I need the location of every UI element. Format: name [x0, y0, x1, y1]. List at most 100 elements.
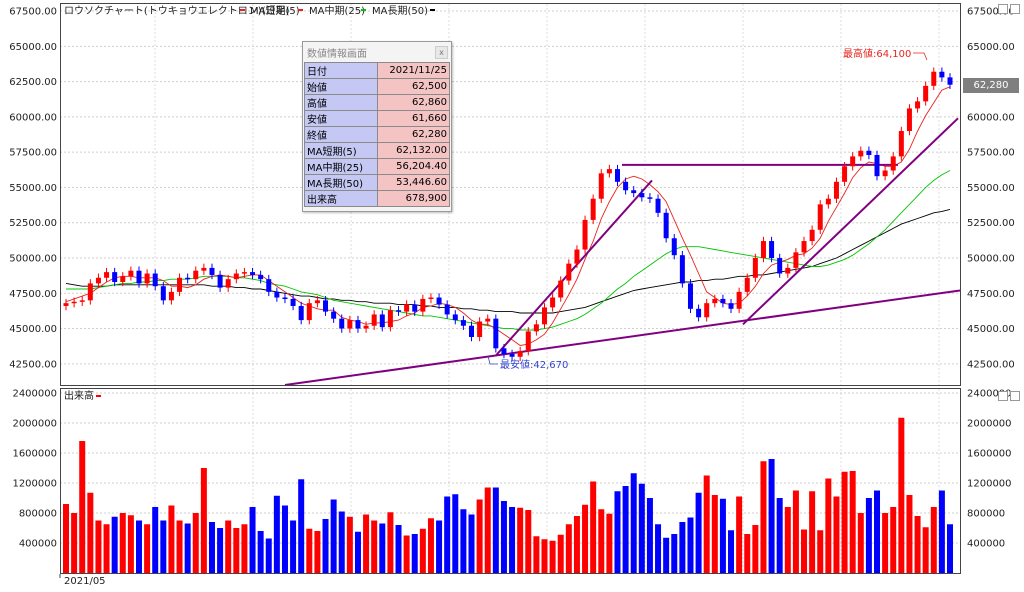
info-window-close-button[interactable]: x [435, 45, 448, 59]
candle-body [217, 274, 223, 288]
ma5-line [65, 86, 951, 346]
candle-body [177, 277, 183, 292]
candle-body [136, 270, 142, 284]
volume-bar [233, 528, 240, 573]
volume-bar [281, 505, 288, 573]
candle-body [347, 320, 353, 329]
info-row: 安値 61,660 [304, 110, 450, 127]
candle-body [168, 291, 174, 301]
candle-body [931, 71, 937, 86]
candle-body [655, 198, 661, 213]
info-key: MA中期(25) [304, 158, 378, 175]
candle-body [866, 150, 872, 155]
value-info-window[interactable]: 数値情報画面 x 日付 2021/11/25 始値 62,500 高値 62,860 安値 6… [302, 41, 452, 212]
candle-body [631, 190, 637, 194]
price-legend: ロウソクチャート(トウキョウエレクトロン)(日足) MA短期(5) MA中期(2… [64, 4, 435, 17]
volume-pane-frame [60, 388, 961, 574]
info-row: 出来高 678,900 [304, 190, 450, 207]
volume-bar [492, 487, 499, 573]
candle-body [112, 272, 118, 282]
candle-body [785, 267, 791, 274]
volume-bar [703, 475, 710, 573]
volume-pane-close-button[interactable] [1010, 391, 1020, 401]
info-key: 高値 [304, 94, 378, 111]
volume-bar [849, 471, 856, 573]
candle-body [623, 181, 629, 191]
volume-bar [176, 520, 183, 573]
info-window-header[interactable]: 数値情報画面 x [303, 42, 451, 62]
price-tick-left: 55000.00 [9, 183, 57, 194]
legend-ma25-swatch [298, 9, 303, 11]
candle-body [614, 169, 620, 182]
volume-bar [217, 528, 224, 573]
candle-body [250, 272, 256, 275]
price-pane-minimize-button[interactable] [998, 4, 1008, 14]
volume-bar [833, 496, 840, 573]
candle-body [558, 280, 564, 298]
volume-bar [930, 507, 937, 573]
candle-body [882, 170, 888, 177]
candle-body [874, 154, 880, 177]
volume-bar [914, 516, 921, 573]
volume-bar [744, 534, 751, 573]
volume-bar [890, 507, 897, 573]
volume-bar [565, 524, 572, 573]
volume-tick-right: 1600000 [967, 449, 1012, 460]
candle-body [606, 169, 612, 174]
volume-bar [330, 499, 337, 573]
info-key: MA長期(50) [304, 174, 378, 191]
candle-body [160, 286, 166, 301]
price-pane-close-button[interactable] [1010, 4, 1020, 14]
volume-bar [938, 490, 945, 573]
volume-bar [622, 486, 629, 573]
candle-body [290, 298, 296, 306]
candle-body [777, 258, 783, 274]
info-row: 終値 62,280 [304, 126, 450, 143]
legend-title: ロウソクチャート(トウキョウエレクトロン)(日足) [64, 5, 290, 17]
volume-tick-right: 1200000 [967, 479, 1012, 490]
volume-bar [590, 481, 597, 573]
price-tick-right: 57500.00 [967, 148, 1015, 159]
price-tick-left: 47500.00 [9, 289, 57, 300]
legend-ma5: MA短期(5) [250, 4, 300, 17]
price-tick-left: 62500.00 [9, 77, 57, 88]
volume-bar [922, 527, 929, 573]
candle-body [687, 283, 693, 309]
candle-body [460, 320, 466, 326]
price-pane-frame [60, 3, 961, 386]
info-value: 56,204.40 [377, 158, 450, 175]
volume-bar [630, 473, 637, 573]
x-axis-date-label: 2021/05 [64, 576, 106, 587]
candle-body [420, 298, 426, 312]
candle-body [809, 229, 815, 242]
candle-body [355, 320, 361, 329]
volume-bar [671, 534, 678, 573]
volume-bar [825, 478, 832, 573]
candle-body [258, 274, 264, 280]
candle-body [298, 305, 304, 321]
volume-bar [614, 491, 621, 573]
candle-body [590, 198, 596, 220]
volume-pane-minimize-button[interactable] [998, 391, 1008, 401]
volume-bar [517, 507, 524, 573]
volume-bar [509, 507, 516, 573]
candle-body [525, 331, 531, 352]
volume-bar [298, 479, 305, 573]
volume-bar [322, 519, 329, 573]
rising-trendline-1 [495, 179, 653, 357]
info-value: 62,500 [377, 78, 450, 95]
volume-bar [549, 540, 556, 573]
volume-bar [525, 510, 532, 573]
support-trendline [284, 289, 961, 386]
volume-bar [144, 524, 151, 573]
price-tick-right: 47500.00 [967, 289, 1015, 300]
candle-body [728, 303, 734, 309]
volume-bar [95, 520, 102, 573]
price-tick-right: 45000.00 [967, 324, 1015, 335]
price-tick-right: 65000.00 [967, 42, 1015, 53]
volume-bar [184, 523, 191, 573]
volume-bar [363, 514, 370, 573]
candle-body [760, 241, 766, 258]
candle-body [793, 252, 799, 268]
volume-bar [841, 471, 848, 573]
